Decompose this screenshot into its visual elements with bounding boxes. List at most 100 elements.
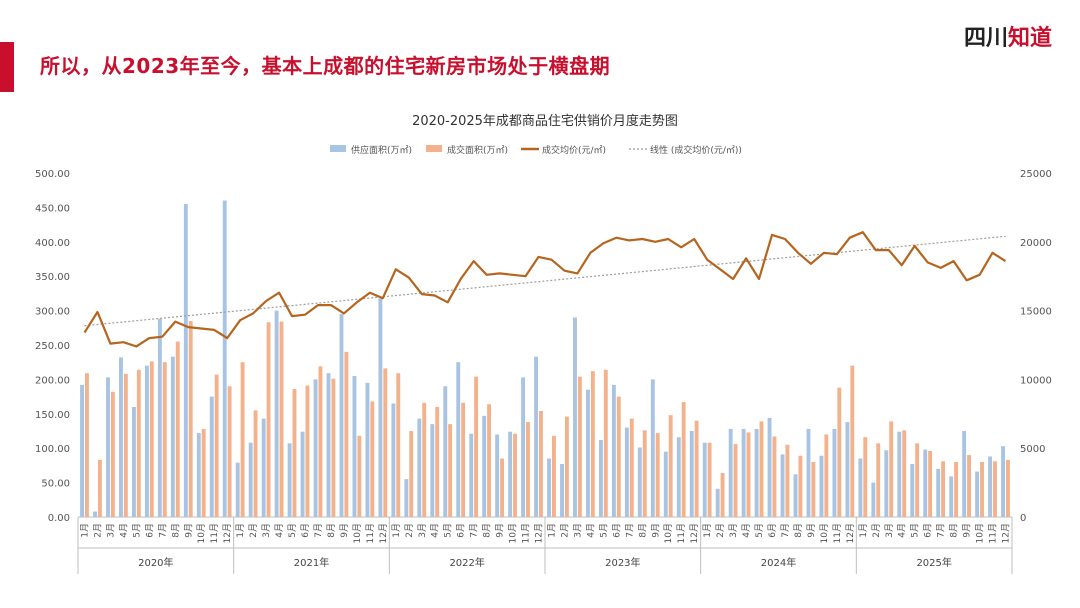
supply-bar (650, 379, 655, 517)
month-tick-label: 1月 (858, 523, 869, 538)
month-tick-label: 4月 (430, 523, 441, 538)
supply-bar (741, 428, 746, 517)
legend-label: 成交面积(万㎡) (447, 144, 508, 156)
month-tick-label: 2月 (871, 523, 882, 538)
deal-bar (681, 402, 686, 517)
y-right-tick-label: 5000 (1020, 444, 1045, 455)
supply-bar (663, 451, 668, 517)
deal-bar (162, 362, 167, 517)
logo-main: 四川 (963, 26, 1008, 51)
supply-bar (1001, 446, 1006, 517)
price-trend-line (84, 235, 1006, 327)
month-tick-label: 5月 (754, 523, 765, 538)
month-tick-label: 10月 (352, 523, 363, 543)
chart-title: 2020-2025年成都商品住宅供销价月度走势图 (412, 113, 678, 129)
deal-bar (214, 374, 219, 517)
deal-bar (967, 455, 971, 517)
deal-bar (850, 365, 855, 517)
deal-bar (331, 378, 336, 517)
deal-bar (798, 455, 803, 517)
deal-bar (448, 424, 453, 517)
month-tick-label: 1月 (391, 523, 402, 538)
supply-bar (845, 422, 850, 517)
month-tick-label: 1月 (235, 523, 246, 538)
supply-bar (157, 318, 162, 517)
month-tick-label: 6月 (611, 523, 622, 538)
deal-bar (577, 376, 582, 517)
month-tick-label: 1月 (702, 523, 713, 538)
deal-bar (188, 320, 193, 517)
year-label: 2024年 (761, 556, 796, 569)
deal-bar (863, 437, 868, 517)
deal-bar (915, 443, 920, 517)
month-tick-label: 2月 (248, 523, 259, 538)
supply-bar (949, 476, 954, 517)
deal-bar (746, 432, 751, 517)
deal-bar (707, 442, 712, 517)
month-tick-label: 2月 (559, 523, 570, 538)
supply-bar (482, 415, 487, 517)
deal-bar (941, 461, 946, 517)
supply-bar (586, 389, 590, 517)
month-tick-label: 9月 (495, 523, 506, 538)
legend-label: 线性 (成交均价(元/㎡)) (650, 144, 742, 156)
month-tick-label: 1月 (79, 523, 90, 538)
month-tick-label: 8月 (637, 523, 648, 538)
supply-bar (261, 418, 266, 517)
month-tick-label: 5月 (443, 523, 454, 538)
logo-accent: 知道 (1007, 26, 1052, 51)
supply-bar (988, 456, 993, 517)
deal-bar (876, 443, 881, 517)
year-label: 2025年 (916, 556, 951, 569)
supply-bar (676, 437, 681, 517)
y-right-tick-label: 20000 (1020, 238, 1052, 249)
deal-bar (318, 366, 323, 517)
deal-bar (357, 435, 362, 517)
deal-bar (422, 402, 427, 517)
y-left-tick-label: 0.00 (48, 513, 70, 524)
month-tick-label: 4月 (741, 523, 752, 538)
supply-bar (430, 424, 435, 517)
deal-bar (720, 472, 725, 517)
deal-bar (993, 461, 997, 517)
month-tick-label: 11月 (676, 523, 687, 543)
deal-bar (136, 369, 141, 517)
year-label: 2022年 (449, 556, 484, 569)
month-tick-label: 5月 (910, 523, 921, 538)
deal-bar (564, 416, 569, 517)
supply-bar (183, 203, 188, 517)
supply-bar (326, 373, 331, 517)
month-tick-label: 1月 (546, 523, 557, 538)
month-tick-label: 3月 (884, 523, 895, 538)
month-tick-label: 7月 (469, 523, 480, 538)
deal-bar (266, 322, 271, 517)
month-tick-label: 12月 (845, 523, 856, 543)
supply-bar (196, 433, 201, 517)
supply-bar (287, 443, 292, 517)
deal-bar (616, 396, 621, 517)
page-headline: 所以，从2023年至今，基本上成都的住宅新房市场处于横盘期 (40, 54, 611, 78)
month-tick-label: 8月 (482, 523, 493, 538)
deal-bar (603, 369, 608, 517)
month-tick-label: 10月 (663, 523, 674, 543)
month-tick-label: 10月 (508, 523, 519, 543)
supply-bar (560, 464, 564, 517)
supply-bar (209, 396, 214, 517)
month-tick-label: 9月 (806, 523, 817, 538)
deal-bar (694, 420, 699, 517)
supply-bar (910, 464, 915, 517)
month-tick-label: 12月 (378, 523, 389, 543)
legend-label: 供应面积(万㎡) (351, 144, 412, 156)
supply-bar (521, 377, 526, 517)
supply-bar (508, 431, 513, 517)
deal-bar (409, 431, 414, 517)
y-left-tick-label: 400.00 (35, 238, 70, 249)
deal-bar (526, 422, 530, 517)
deal-bar (227, 386, 232, 517)
month-tick-label: 7月 (157, 523, 168, 538)
y-right-tick-label: 0 (1020, 513, 1026, 524)
supply-bar (235, 462, 240, 517)
supply-bar (728, 428, 733, 517)
month-tick-label: 9月 (962, 523, 973, 538)
supply-bar (598, 439, 603, 517)
